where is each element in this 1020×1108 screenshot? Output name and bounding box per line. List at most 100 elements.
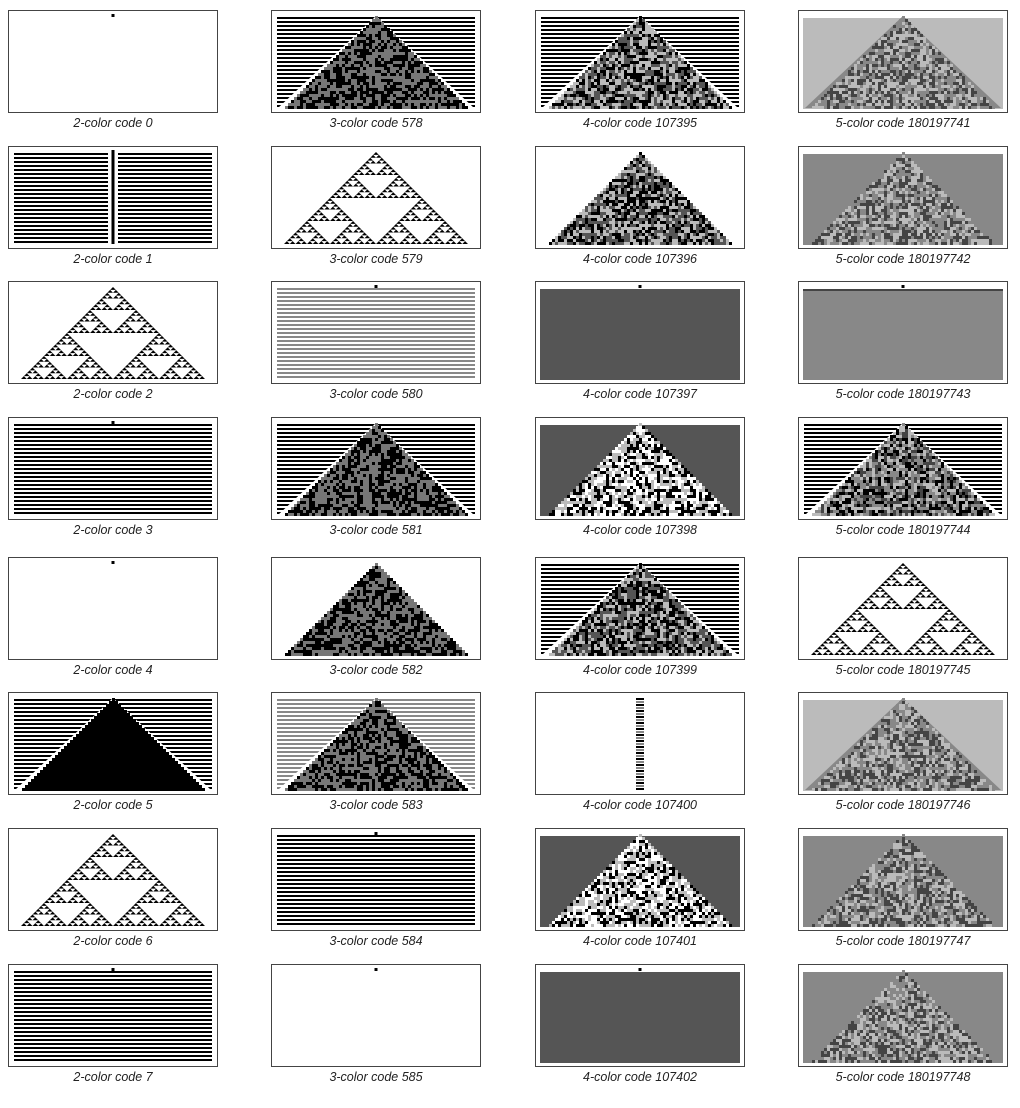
- automaton-panel: [535, 281, 745, 384]
- automaton-cell: 2-color code 7: [8, 964, 220, 1089]
- automaton-caption: 5-color code 180197745: [835, 663, 971, 677]
- automaton-panel: [535, 146, 745, 249]
- automaton-cell: 4-color code 107400: [535, 692, 747, 817]
- automaton-caption: 4-color code 107397: [583, 387, 697, 401]
- automaton-panel: [798, 417, 1008, 520]
- automaton-panel: [798, 10, 1008, 113]
- automaton-cell: 4-color code 107401: [535, 828, 747, 953]
- automaton-caption: 5-color code 180197748: [835, 1070, 971, 1084]
- automaton-pattern: [803, 16, 1003, 109]
- automaton-cell: 2-color code 3: [8, 417, 220, 542]
- automaton-pattern: [277, 16, 475, 109]
- automaton-panel: [271, 417, 481, 520]
- automaton-caption: 4-color code 107399: [583, 663, 697, 677]
- automaton-pattern: [277, 285, 475, 378]
- automaton-cell: 5-color code 180197747: [798, 828, 1010, 953]
- automaton-pattern: [285, 563, 468, 656]
- automaton-caption: 5-color code 180197743: [835, 387, 971, 401]
- automaton-pattern: [111, 14, 115, 17]
- automaton-panel: [535, 692, 745, 795]
- automaton-caption: 2-color code 3: [73, 523, 153, 537]
- automaton-cell: 4-color code 107396: [535, 146, 747, 271]
- automaton-cell: 2-color code 4: [8, 557, 220, 682]
- automaton-caption: 3-color code 584: [329, 934, 423, 948]
- automaton-panel: [798, 146, 1008, 249]
- automaton-pattern: [803, 970, 1003, 1063]
- automaton-caption: 4-color code 107398: [583, 523, 697, 537]
- automaton-caption: 4-color code 107402: [583, 1070, 697, 1084]
- automaton-caption: 2-color code 4: [73, 663, 153, 677]
- automaton-caption: 2-color code 1: [73, 252, 153, 266]
- automaton-caption: 5-color code 180197742: [835, 252, 971, 266]
- automaton-caption: 2-color code 7: [73, 1070, 153, 1084]
- automaton-panel: [271, 964, 481, 1067]
- automaton-cell: 4-color code 107397: [535, 281, 747, 406]
- automaton-cell: 4-color code 107402: [535, 964, 747, 1089]
- automaton-panel: [798, 281, 1008, 384]
- automaton-panel: [271, 692, 481, 795]
- automaton-pattern: [541, 16, 739, 109]
- automaton-pattern: [540, 834, 740, 927]
- automaton-cell: 4-color code 107398: [535, 417, 747, 542]
- automaton-panel: [271, 281, 481, 384]
- automaton-pattern: [804, 423, 1002, 516]
- automaton-panel: [798, 964, 1008, 1067]
- automaton-panel: [798, 828, 1008, 931]
- automaton-caption: 2-color code 0: [73, 116, 153, 130]
- automaton-panel: [271, 828, 481, 931]
- automaton-panel: [271, 557, 481, 660]
- automaton-cell: 5-color code 180197742: [798, 146, 1010, 271]
- automaton-caption: 2-color code 5: [73, 798, 153, 812]
- automaton-pattern: [811, 563, 995, 655]
- automaton-cell: 4-color code 107399: [535, 557, 747, 682]
- automaton-caption: 5-color code 180197741: [835, 116, 971, 130]
- automaton-cell: 3-color code 584: [271, 828, 483, 953]
- automaton-pattern: [277, 832, 475, 925]
- automaton-panel: [271, 10, 481, 113]
- automaton-panel: [8, 417, 218, 520]
- automaton-cell: 3-color code 581: [271, 417, 483, 542]
- automaton-pattern: [803, 152, 1003, 245]
- automaton-pattern: [549, 152, 732, 245]
- automaton-pattern: [374, 968, 378, 971]
- automaton-pattern: [284, 152, 468, 244]
- automaton-pattern: [21, 287, 205, 379]
- automaton-caption: 5-color code 180197744: [835, 523, 971, 537]
- automaton-cell: 3-color code 580: [271, 281, 483, 406]
- automaton-caption: 3-color code 578: [329, 116, 423, 130]
- automaton-caption: 3-color code 580: [329, 387, 423, 401]
- automaton-cell: 5-color code 180197744: [798, 417, 1010, 542]
- automaton-caption: 5-color code 180197746: [835, 798, 971, 812]
- automaton-pattern: [21, 834, 205, 926]
- automaton-cell: 3-color code 579: [271, 146, 483, 271]
- automaton-pattern: [540, 285, 740, 380]
- automaton-panel: [8, 10, 218, 113]
- automaton-cell: 2-color code 1: [8, 146, 220, 271]
- automaton-pattern: [803, 285, 1003, 380]
- automaton-panel: [8, 692, 218, 795]
- automaton-cell: 2-color code 2: [8, 281, 220, 406]
- automaton-pattern: [277, 698, 475, 791]
- automaton-pattern: [540, 968, 740, 1063]
- automaton-panel: [535, 964, 745, 1067]
- automaton-cell: 5-color code 180197743: [798, 281, 1010, 406]
- automaton-pattern: [14, 968, 212, 1061]
- automaton-caption: 4-color code 107400: [583, 798, 697, 812]
- automaton-panel: [535, 417, 745, 520]
- automaton-pattern: [14, 698, 212, 791]
- automaton-caption: 3-color code 579: [329, 252, 423, 266]
- automaton-panel: [798, 692, 1008, 795]
- automaton-pattern: [14, 421, 212, 514]
- automaton-caption: 3-color code 582: [329, 663, 423, 677]
- automaton-panel: [8, 146, 218, 249]
- automaton-cell: 3-color code 583: [271, 692, 483, 817]
- automaton-cell: 2-color code 5: [8, 692, 220, 817]
- automaton-cell: 2-color code 0: [8, 10, 220, 135]
- automaton-panel: [8, 828, 218, 931]
- automaton-caption: 3-color code 581: [329, 523, 423, 537]
- automaton-panel: [535, 10, 745, 113]
- automaton-pattern: [540, 423, 740, 516]
- automaton-caption: 2-color code 2: [73, 387, 153, 401]
- automaton-caption: 5-color code 180197747: [835, 934, 971, 948]
